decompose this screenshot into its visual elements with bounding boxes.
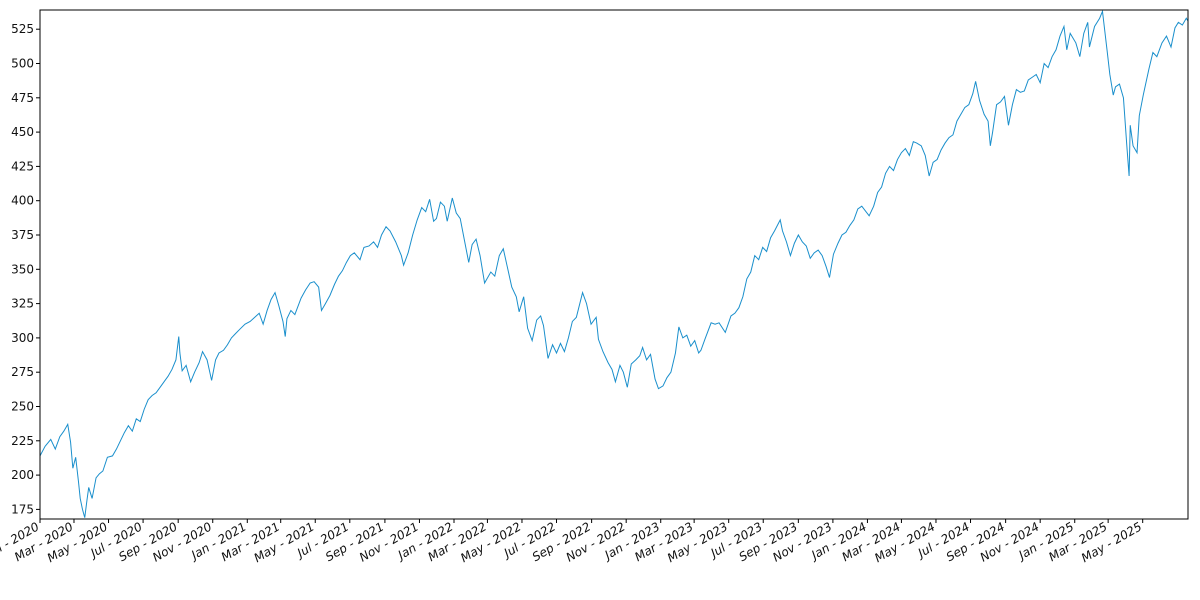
y-tick-label: 400 (11, 194, 34, 208)
y-tick-label: 275 (11, 365, 34, 379)
price-series-line (40, 10, 1188, 518)
plot-frame (39, 9, 1189, 520)
y-tick-label: 250 (11, 399, 34, 413)
y-tick-label: 450 (11, 125, 34, 139)
y-tick-label: 325 (11, 297, 34, 311)
y-tick-label: 525 (11, 22, 34, 36)
y-tick-label: 500 (11, 57, 34, 71)
y-tick-label: 225 (11, 434, 34, 448)
y-tick-label: 425 (11, 159, 34, 173)
y-tick-label: 375 (11, 228, 34, 242)
y-tick-label: 350 (11, 262, 34, 276)
y-tick-label: 475 (11, 91, 34, 105)
y-tick-label: 200 (11, 468, 34, 482)
y-tick-label: 300 (11, 331, 34, 345)
y-axis-ticks: 175 200 225 250 275 300 325 350 375 400 425 450 475 5… (11, 22, 40, 516)
y-tick-label: 175 (11, 502, 34, 516)
